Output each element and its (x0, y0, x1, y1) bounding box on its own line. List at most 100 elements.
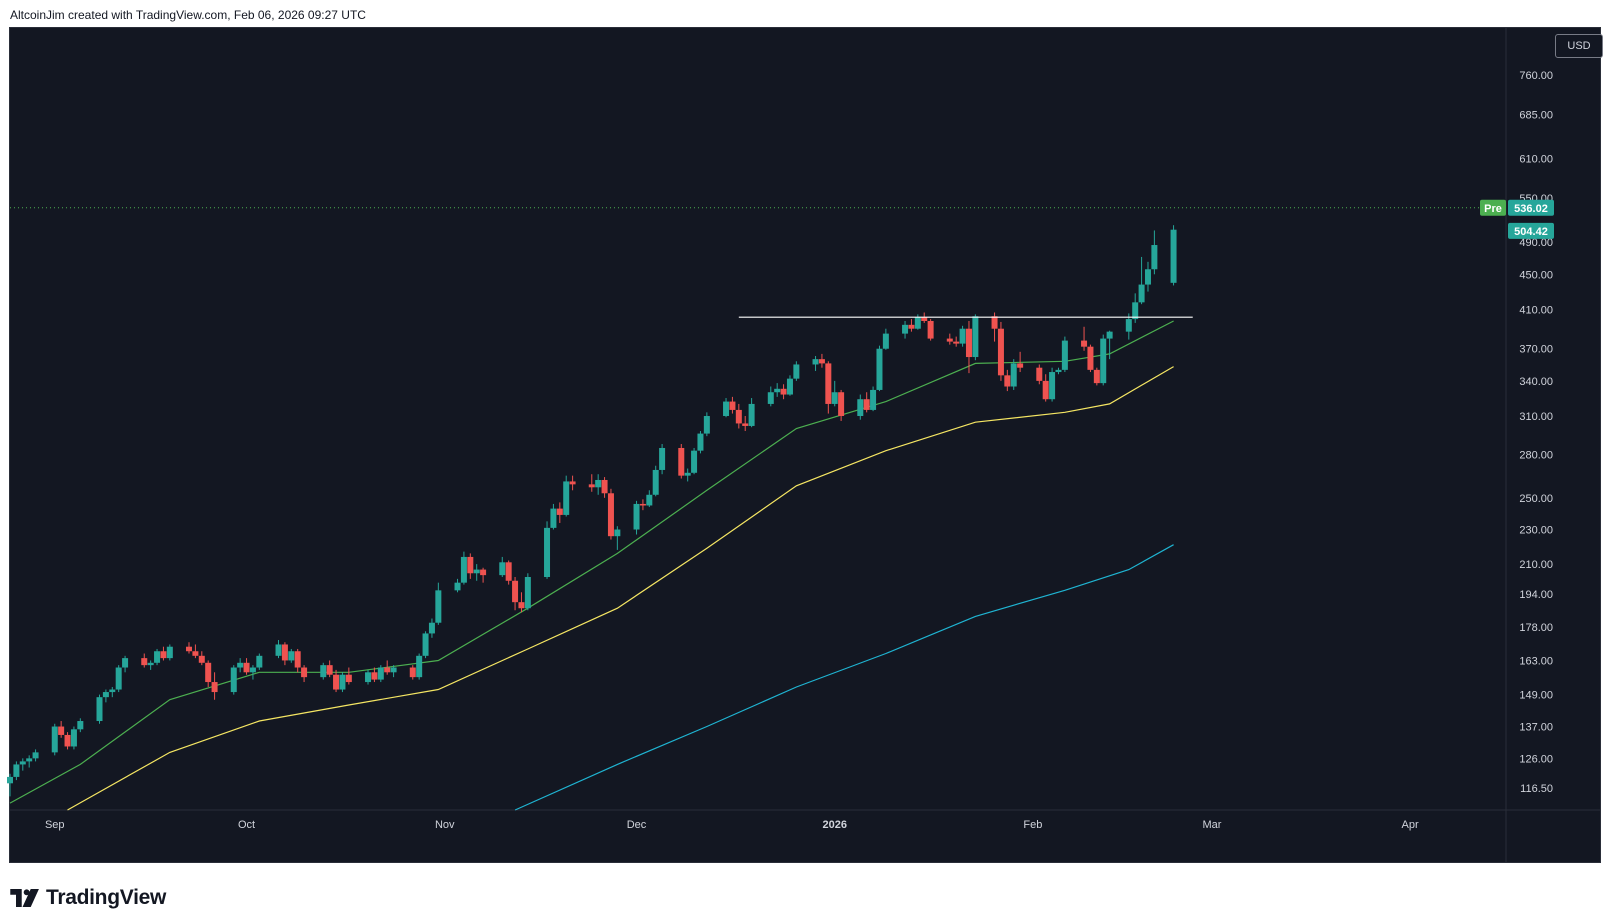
price-axis[interactable]: 760.00685.00610.00550.00490.00450.00410.… (1480, 70, 1554, 795)
candle-body (1100, 338, 1107, 384)
candle-body (1170, 229, 1177, 283)
candle (902, 320, 909, 339)
candle (198, 651, 205, 666)
candle-body (409, 667, 416, 678)
time-axis[interactable]: Sep Oct Nov Dec 2026 Feb Mar Apr (45, 819, 1419, 831)
candle-body (1144, 269, 1151, 285)
candle (748, 398, 755, 428)
candle (473, 564, 480, 581)
candle (1004, 369, 1011, 392)
last-price-label: 504.42 (1508, 222, 1554, 239)
candle (857, 394, 864, 420)
candle (614, 526, 621, 550)
candle-body (735, 409, 742, 424)
candle-body (774, 388, 781, 393)
candle (64, 732, 71, 750)
candle-body (524, 577, 531, 609)
candle (684, 468, 691, 482)
candle-body (997, 328, 1004, 376)
premarket-badge-box (1480, 199, 1506, 216)
candle-body (607, 493, 614, 537)
price-tick-label: 610.00 (1519, 154, 1553, 166)
candle-body (301, 667, 308, 678)
price-tick-label: 370.00 (1519, 344, 1553, 356)
candle-body (256, 655, 263, 668)
candle (1049, 367, 1056, 402)
candle (256, 653, 263, 670)
time-tick-label: Mar (1202, 819, 1221, 831)
candle-body (767, 392, 774, 404)
candle-body (288, 651, 295, 661)
price-tick-label: 250.00 (1519, 493, 1553, 505)
candle-body (115, 667, 122, 690)
candle-body (991, 316, 998, 329)
candle-body (876, 348, 883, 390)
premarket-price-label-box (1508, 199, 1554, 216)
premarket-price-label: 536.02 (1508, 199, 1554, 216)
candle-body (7, 776, 13, 784)
candle (544, 521, 551, 579)
currency-selector[interactable]: USD (1555, 34, 1603, 58)
candle (186, 642, 193, 654)
chart-panel[interactable] (9, 27, 1601, 863)
brand-name: TradingView (46, 886, 167, 909)
candle (365, 669, 372, 685)
candle-body (198, 655, 205, 663)
candle (1081, 326, 1088, 351)
candle (1093, 367, 1100, 386)
candle-body (333, 674, 340, 690)
candle-body (1061, 340, 1068, 370)
candle (275, 640, 282, 659)
candle-body (633, 503, 640, 530)
candle-body (1042, 380, 1049, 400)
price-tick-label: 685.00 (1519, 110, 1553, 122)
candle-body (544, 527, 551, 578)
candle-body (339, 674, 346, 690)
candle (569, 475, 576, 491)
candle-body (1093, 369, 1100, 384)
candle (122, 655, 129, 673)
candle-body (192, 651, 199, 656)
candle (646, 490, 653, 508)
candle-body (882, 333, 889, 349)
candle-body (1138, 284, 1145, 303)
candle-body (243, 662, 250, 673)
candle-body (1049, 372, 1056, 400)
candle (550, 503, 557, 530)
price-tick-label: 340.00 (1519, 376, 1553, 388)
candle (96, 694, 103, 724)
candle (607, 488, 614, 540)
candle-body (32, 752, 39, 759)
candle-body (1106, 331, 1113, 339)
candle-body (870, 389, 877, 410)
candle-body (499, 562, 506, 576)
candle-body (812, 359, 819, 365)
price-tick-label: 126.00 (1519, 753, 1553, 765)
candle-body (160, 651, 167, 659)
candlesticks (7, 225, 1177, 797)
candle (19, 758, 26, 771)
candle-body (614, 529, 621, 537)
candle-body (646, 494, 653, 506)
candle (435, 582, 442, 625)
candle (774, 383, 781, 397)
candle (422, 631, 429, 659)
candle-body (58, 726, 65, 735)
candle (1042, 374, 1049, 402)
candle (767, 386, 774, 407)
candle-body (703, 416, 710, 434)
candle-body (1151, 245, 1158, 270)
candle-body (838, 392, 845, 417)
candle-body (697, 433, 704, 451)
axis-separators (10, 28, 1600, 862)
candle (243, 658, 250, 675)
tradingview-logo-icon (10, 889, 39, 907)
candle (454, 578, 461, 593)
candle-body (914, 317, 921, 329)
candle-body (1017, 363, 1024, 368)
candle (281, 642, 288, 666)
candle-body (786, 378, 793, 395)
tradingview-brand[interactable]: TradingView (10, 884, 166, 912)
moving-average-lines (9, 320, 1174, 811)
